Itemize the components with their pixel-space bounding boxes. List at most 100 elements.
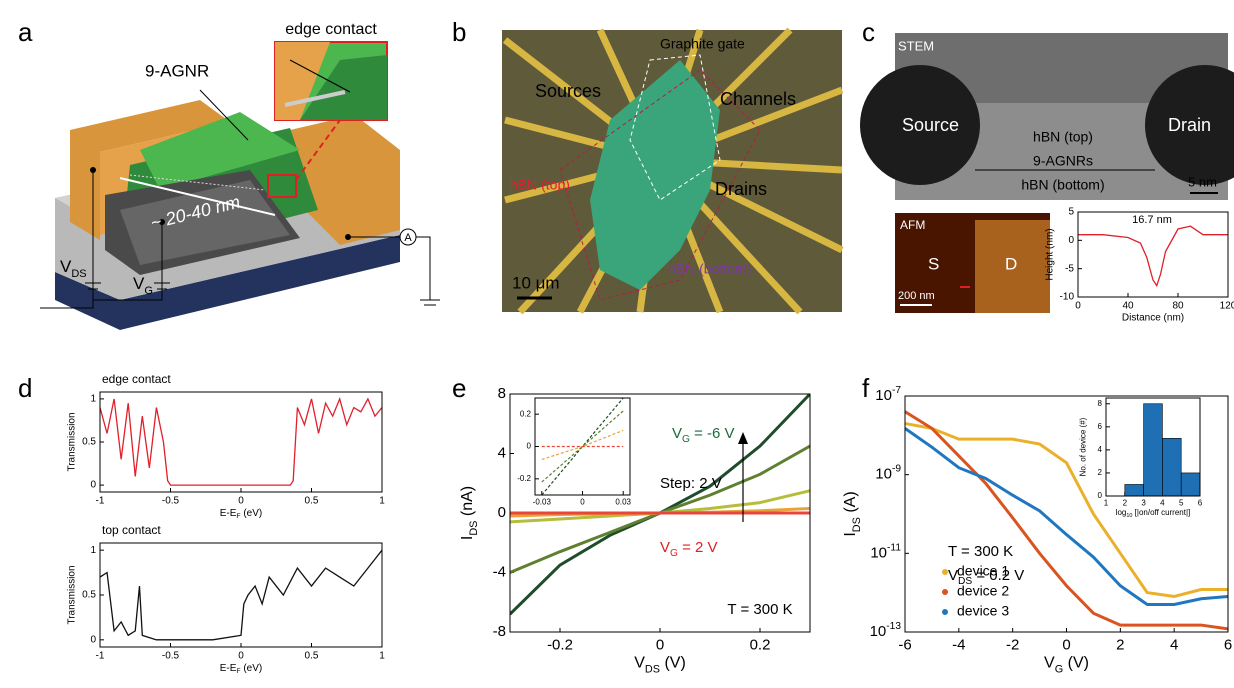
x-tick-label: 120 [1220,301,1234,312]
text-part: -13 [886,621,901,632]
x-axis-label: E-EF (eV) [220,508,263,521]
text-part: V [1044,655,1055,672]
x-axis-label: E-EF (eV) [220,663,263,676]
scale-label: 10 μm [512,273,560,292]
bar [1125,484,1144,496]
text-part: (eV) [241,663,263,674]
text-part: = 2 V [678,539,718,556]
text-part: -7 [892,385,901,396]
text-part: G [1055,663,1063,675]
x-tick-label: 0 [656,636,664,653]
x-tick-label: 0.5 [305,496,319,507]
y-tick-label: 10-7 [875,385,901,404]
annotation: 9-AGNR [145,61,209,80]
x-tick-label: -0.5 [162,651,180,662]
annotation: hBN (top) [1033,129,1093,145]
annotation: edge contact [285,21,377,38]
text-part: [|on/off current|] [1132,508,1190,517]
annotation: hBN (top) [510,177,570,193]
legend-marker [942,569,948,575]
annotation: T = 300 K [948,543,1013,560]
y-tick-label: 0 [1068,235,1074,246]
text-part: DS [71,268,86,280]
annotation: A [404,232,412,244]
legend-marker [942,609,948,615]
y-tick-label: 2 [1098,468,1103,477]
x-tick-label: -0.2 [547,636,573,653]
text-part: (eV) [241,508,263,519]
scale-label: 5 nm [1188,174,1217,189]
text-part: Step: 2 V [660,475,722,492]
x-tick-label: 6 [1224,636,1232,653]
y-tick-label: 5 [1068,207,1074,218]
text-part: DS [645,663,660,675]
panel-label: a [18,17,33,47]
annotation: Drains [715,179,767,199]
x-tick-label: -1 [96,496,105,507]
y-tick-label: -8 [493,623,506,640]
annotation: Step: 2 V [660,475,722,492]
y-tick-label: -10 [1060,292,1075,303]
panel-label: f [862,373,870,403]
x-tick-label: -2 [1006,636,1019,653]
x-tick-label: 5 [1179,498,1184,507]
x-tick-label: 0 [238,651,244,662]
annotation: Sources [535,81,601,101]
annotation: hBN (bottom) [668,261,751,277]
y-axis-label: Height (nm) [1045,228,1056,280]
legend-label: device 2 [957,583,1009,599]
panel-label: c [862,17,875,47]
annotation: T = 300 K [727,601,792,618]
text-part: = -6 V [690,425,735,442]
text-part: DS [851,517,863,532]
y-tick-label: 4 [498,444,506,461]
annotation: 9-AGNRs [1033,153,1093,169]
annotation: Graphite gate [660,36,745,52]
x-axis-label: Distance (nm) [1122,313,1184,324]
plot-background [100,392,382,492]
text-part: (A) [842,491,859,517]
text-part: -11 [887,543,901,554]
annotation: AFM [900,218,925,232]
x-tick-label: -0.03 [533,497,552,506]
x-tick-label: 80 [1172,301,1184,312]
annotation: hBN (bottom) [1021,177,1104,193]
bar [1144,404,1163,496]
y-tick-label: 8 [498,385,506,402]
y-tick-label: 0.2 [520,409,532,418]
x-tick-label: 4 [1170,636,1178,653]
x-axis-label: VG (V) [1044,655,1089,676]
device-schematic [40,42,440,330]
y-tick-label: 10-11 [870,543,901,562]
y-tick-label: 0 [527,442,532,451]
panel-label: b [452,17,466,47]
annotation: Source [902,115,959,135]
text-part: (nA) [459,486,476,521]
text-part: 10 [875,387,892,404]
x-tick-label: -1 [96,651,105,662]
bar [1181,473,1200,496]
x-tick-label: 2 [1116,636,1124,653]
text-part: E-E [220,663,237,674]
text-part: (V) [660,655,686,672]
y-tick-label: 4 [1098,445,1103,454]
text-part: G [670,548,678,559]
annotation: Channels [720,89,796,109]
text-part: (V) [1063,655,1089,672]
y-tick-label: 1 [90,545,96,556]
text-part: T = 300 K [948,543,1013,560]
x-tick-label: 0.5 [305,651,319,662]
y-tick-label: -0.2 [517,474,531,483]
bar [1162,438,1181,496]
y-axis-label: Transmission [67,412,78,471]
text-part: V [60,257,72,276]
x-tick-label: 2 [1123,498,1128,507]
text-part: DS [468,521,480,536]
text-part: V [133,274,145,293]
text-part: log [1116,508,1127,517]
x-tick-label: -0.5 [162,496,180,507]
y-tick-label: 10-13 [870,621,902,640]
panel-label: d [18,373,32,403]
y-axis-label: Transmission [67,565,78,624]
y-tick-label: 0.5 [82,590,96,601]
